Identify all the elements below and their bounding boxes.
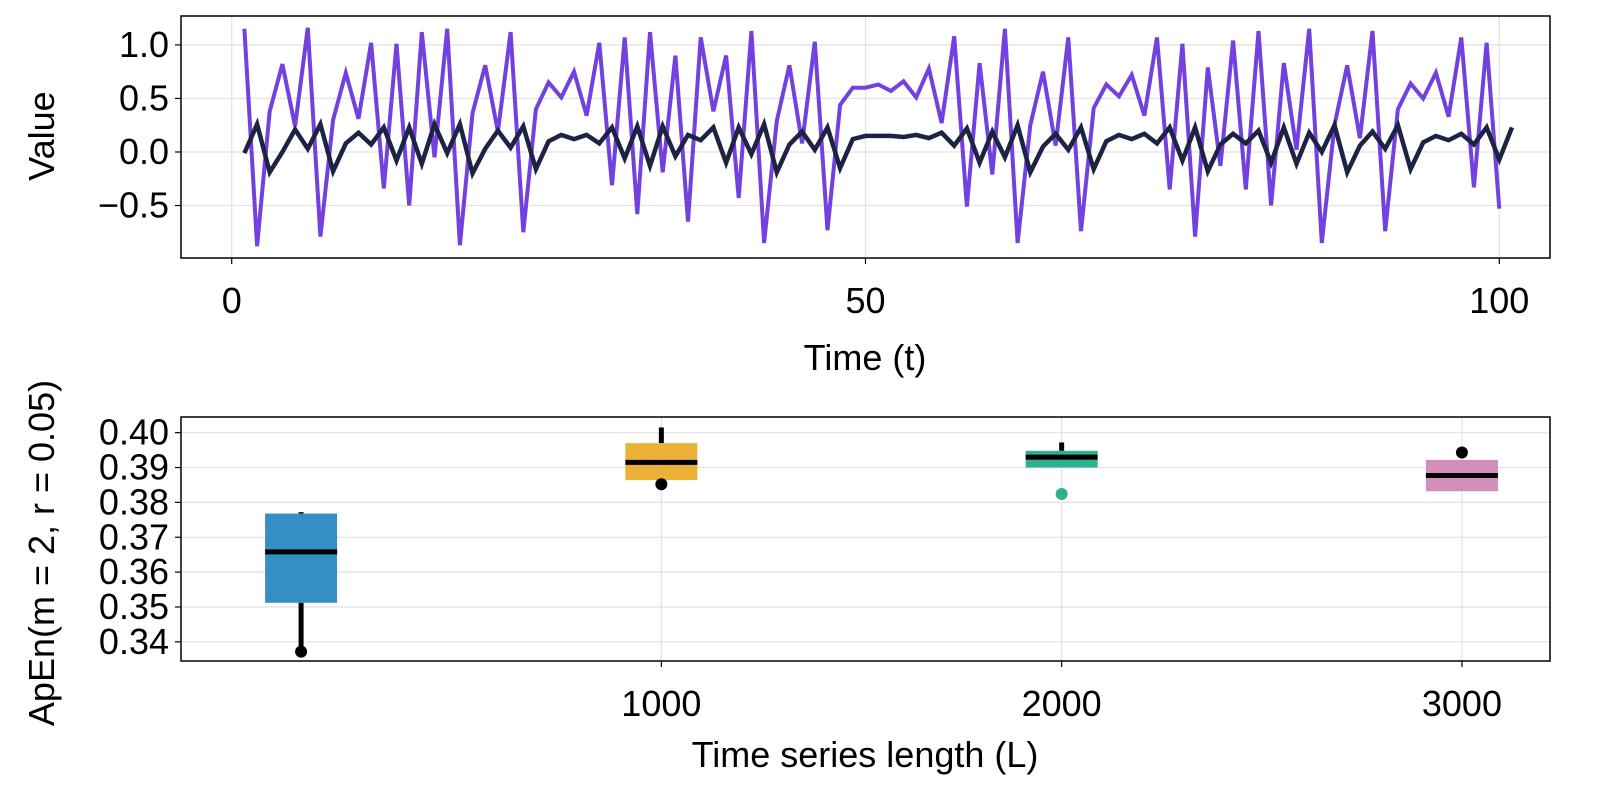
bottom-x-ticks: 1000 2000 3000 [621,661,1502,724]
box-plot-boxes [265,427,1498,658]
top-x-tick-label: 0 [222,280,242,321]
box-outlier-point [1055,488,1068,501]
bottom-y-ticks: 0.340.350.360.370.380.390.40 [99,412,181,662]
bottom-x-axis-label: Time series length (L) [692,734,1039,775]
series-line-2 [242,117,1515,180]
box-body [265,513,338,603]
top-x-ticks: 0 50 100 [222,258,1529,321]
box-group-2 [625,427,698,491]
bottom-y-tick-label: 0.36 [99,551,169,592]
box-plot-panel: 1000 2000 3000 0.340.350.360.370.380.390.4… [21,380,1551,775]
top-y-tick-label: −0.5 [98,185,169,226]
box-group-1 [265,512,338,658]
top-y-ticks: −0.5 0.0 0.5 1.0 [98,24,181,226]
top-x-tick-label: 100 [1469,280,1529,321]
bottom-y-tick-label: 0.38 [99,481,169,522]
top-y-tick-label: 1.0 [119,24,169,65]
box-outlier-point [1455,446,1468,459]
top-y-tick-label: 0.5 [119,77,169,118]
bottom-y-tick-label: 0.37 [99,516,169,557]
bottom-grid [181,417,1550,661]
bottom-y-axis-label: ApEn(m = 2, r = 0.05) [21,380,62,726]
bottom-x-tick-label: 2000 [1022,683,1102,724]
top-x-tick-label: 50 [845,280,885,321]
top-series-lines [242,27,1515,247]
box-group-3 [1025,442,1098,501]
top-y-axis-label: Value [21,91,62,180]
box-outlier-point [295,645,308,658]
top-x-axis-label: Time (t) [804,337,927,378]
top-y-tick-label: 0.0 [119,131,169,172]
bottom-x-tick-label: 1000 [621,683,701,724]
line-chart-panel: 0 50 100 −0.5 0.0 0.5 1.0 Time (t) Value [21,15,1551,378]
box-outlier-point [655,478,668,491]
bottom-y-tick-label: 0.40 [99,412,169,453]
box-group-4 [1425,446,1498,492]
bottom-y-tick-label: 0.39 [99,447,169,488]
bottom-plot-frame [180,416,1551,662]
bottom-y-tick-label: 0.34 [99,621,169,662]
bottom-x-tick-label: 3000 [1422,683,1502,724]
bottom-y-tick-label: 0.35 [99,586,169,627]
